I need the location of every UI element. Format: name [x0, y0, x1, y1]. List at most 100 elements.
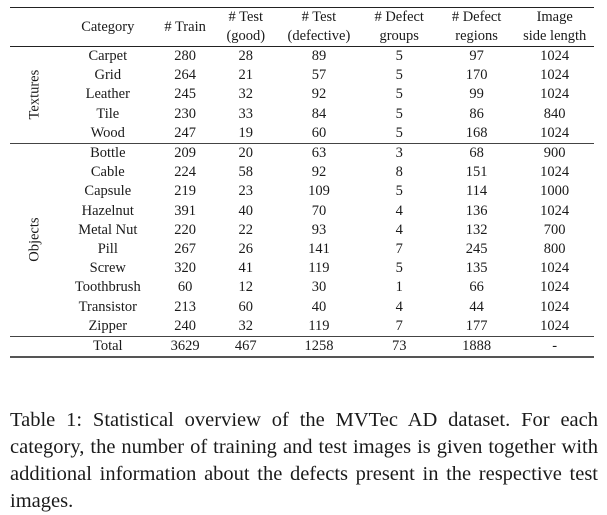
- table-body: Textures Carpet 280 28 89 5 97 1024 Grid 264 21 57 5…: [10, 47, 594, 359]
- cell-image-side-length: 1024: [540, 279, 570, 296]
- cell-test-good: 23: [238, 183, 254, 200]
- header-category: Category: [81, 18, 135, 35]
- cell-train: 230: [174, 105, 196, 122]
- cell-defect-groups: 5: [395, 48, 403, 64]
- cell-test-defective: 60: [311, 124, 327, 141]
- header-defect-groups: # Defect groups: [374, 9, 424, 44]
- cell-defect-groups: 5: [395, 105, 403, 122]
- table-row: Wood 247 19 60 5 168 1024: [10, 124, 594, 144]
- cell-category: Grid: [94, 67, 122, 84]
- cell-defect-groups: 7: [395, 317, 403, 334]
- cell-test-good: 32: [238, 317, 254, 334]
- cell-train: 247: [174, 124, 196, 141]
- cell-defect-regions: 168: [465, 124, 488, 141]
- cell-test-defective: 70: [311, 202, 327, 219]
- group-label: Textures: [26, 70, 43, 120]
- cell-train: 213: [174, 298, 196, 315]
- table-row: Grid 264 21 57 5 170 1024: [10, 66, 594, 85]
- cell-train: 220: [174, 221, 196, 238]
- cell-image-side-length: 800: [543, 241, 566, 258]
- total-defect-regions: 1888: [437, 336, 516, 359]
- group-label-cell: Textures: [10, 47, 60, 144]
- header-train: # Train: [164, 18, 206, 35]
- cell-category: Transistor: [78, 298, 137, 315]
- cell-test-defective: 89: [311, 48, 327, 64]
- cell-test-defective: 119: [308, 317, 330, 334]
- cell-defect-regions: 86: [469, 105, 484, 122]
- cell-test-defective: 63: [277, 143, 361, 164]
- cell-defect-groups: 8: [395, 164, 403, 181]
- cell-train: 320: [174, 260, 196, 277]
- cell-defect-regions: 135: [465, 260, 488, 277]
- cell-defect-regions: 132: [465, 221, 488, 238]
- cell-category: Tile: [96, 105, 120, 122]
- cell-image-side-length: 1024: [540, 164, 570, 181]
- cell-category: Capsule: [84, 183, 132, 200]
- cell-defect-groups: 5: [395, 183, 403, 200]
- cell-defect-groups: 1: [395, 279, 403, 296]
- cell-category: Zipper: [88, 317, 128, 334]
- cell-image-side-length: 700: [543, 221, 566, 238]
- cell-category: Wood: [90, 124, 125, 141]
- cell-image-side-length: 900: [515, 143, 594, 164]
- table-row: Objects Bottle 209 20 63 3 68 900: [10, 143, 594, 337]
- cell-defect-regions: 97: [469, 48, 484, 64]
- cell-defect-regions: 66: [469, 279, 484, 296]
- table-row: Cable 224 58 92 8 151 1024: [10, 163, 594, 182]
- table-row: Leather 245 32 92 5 99 1024: [10, 85, 594, 104]
- cell-defect-groups: 4: [395, 298, 403, 315]
- cell-defect-regions: 68: [437, 143, 516, 164]
- cell-image-side-length: 1024: [540, 298, 570, 315]
- cell-train: 60: [177, 279, 193, 296]
- cell-train: 280: [174, 48, 196, 64]
- total-train: 3629: [155, 336, 215, 359]
- cell-category: Hazelnut: [81, 202, 134, 219]
- cell-image-side-length: 1024: [540, 48, 570, 64]
- cell-test-good: 26: [238, 241, 254, 258]
- table-row: Textures Carpet 280 28 89 5 97 1024: [10, 47, 594, 120]
- cell-test-defective: 109: [308, 183, 330, 200]
- cell-test-good: 41: [238, 260, 254, 277]
- cell-category: Pill: [97, 241, 118, 258]
- cell-test-good: 12: [238, 279, 254, 296]
- dataset-statistics-table-container: Category # Train # Test (good) # Test (def…: [10, 7, 594, 359]
- table-row: Transistor 213 60 40 4 44 1024: [10, 298, 594, 317]
- cell-test-good: 58: [238, 164, 254, 181]
- table-row: Hazelnut 391 40 70 4 136 1024: [10, 202, 594, 221]
- cell-test-defective: 92: [311, 86, 327, 103]
- cell-test-good: 60: [238, 298, 254, 315]
- cell-train: 224: [174, 164, 196, 181]
- cell-defect-regions: 170: [465, 67, 488, 84]
- cell-image-side-length: 1024: [540, 124, 570, 141]
- total-defect-groups: 73: [360, 336, 438, 359]
- cell-defect-groups: 5: [395, 124, 403, 141]
- cell-defect-groups: 5: [395, 260, 403, 277]
- cell-category: Bottle: [59, 143, 156, 164]
- total-test-good: 467: [214, 336, 278, 359]
- total-category: Total: [59, 336, 156, 359]
- cell-defect-regions: 151: [465, 164, 488, 181]
- cell-defect-regions: 245: [465, 241, 488, 258]
- cell-train: 219: [174, 183, 196, 200]
- dataset-statistics-table: Category # Train # Test (good) # Test (def…: [10, 7, 594, 359]
- cell-defect-groups: 4: [395, 221, 403, 238]
- total-group-cell: [10, 336, 60, 359]
- cell-category: Metal Nut: [78, 221, 138, 238]
- cell-image-side-length: 840: [543, 105, 566, 122]
- total-image-side-length: -: [515, 336, 594, 359]
- cell-test-good: 40: [238, 202, 254, 219]
- cell-defect-groups: 7: [395, 241, 403, 258]
- cell-category: Leather: [85, 86, 130, 103]
- cell-test-defective: 141: [308, 241, 330, 258]
- table-row: Toothbrush 60 12 30 1 66 1024: [10, 278, 594, 297]
- total-row: Total 3629 467 1258 73 1888-: [10, 336, 594, 359]
- cell-defect-groups: 5: [395, 67, 403, 84]
- table-row: Metal Nut 220 22 93 4 132 700: [10, 221, 594, 240]
- cell-train: 267: [174, 241, 196, 258]
- cell-train: 240: [174, 317, 196, 334]
- cell-category: Screw: [89, 260, 126, 277]
- cell-test-defective: 84: [311, 105, 327, 122]
- cell-train: 391: [174, 202, 196, 219]
- cell-defect-regions: 177: [465, 317, 488, 334]
- cell-test-good: 28: [238, 48, 254, 64]
